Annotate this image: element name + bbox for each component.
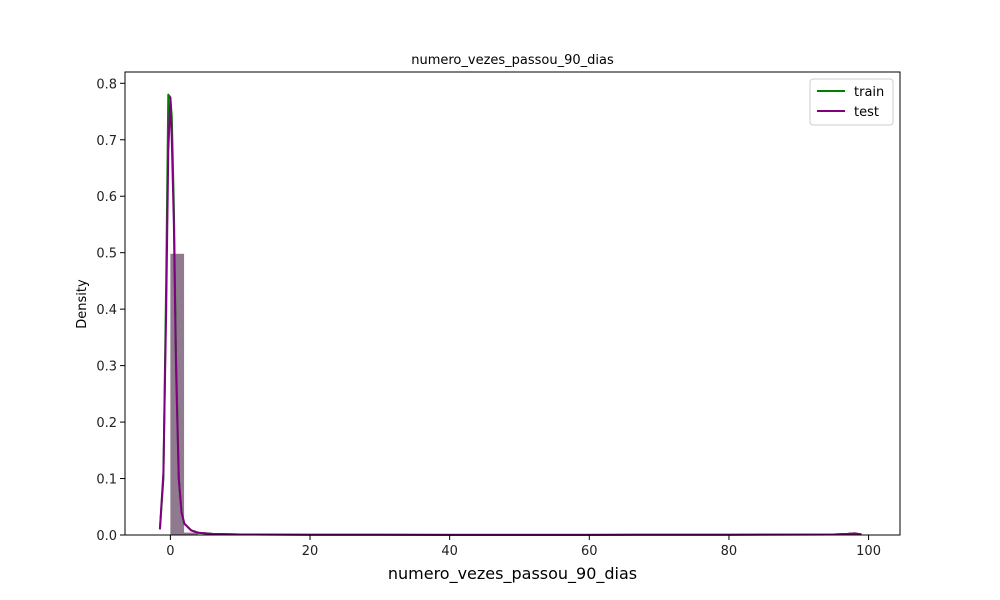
y-tick-label-8: 0.8	[96, 77, 117, 92]
hist-bar-test-1	[184, 532, 198, 535]
y-tick-label-5: 0.5	[96, 247, 117, 262]
chart-title: numero_vezes_passou_90_dias	[411, 53, 614, 68]
y-tick-label-0: 0.0	[96, 529, 117, 544]
x-axis: 0 20 40 60 80 100	[166, 535, 881, 559]
y-tick-label-6: 0.6	[96, 190, 117, 205]
x-tick-label-5: 100	[856, 544, 881, 559]
legend: train test	[809, 78, 894, 126]
y-tick-label-4: 0.4	[96, 303, 117, 318]
y-tick-label-2: 0.2	[96, 416, 117, 431]
legend-label-test: test	[854, 105, 879, 120]
hist-bar-train-1	[184, 532, 198, 535]
x-tick-label-4: 80	[721, 544, 738, 559]
x-tick-label-2: 40	[441, 544, 458, 559]
x-axis-label: numero_vezes_passou_90_dias	[388, 564, 637, 584]
y-axis-label: Density	[75, 279, 90, 329]
x-tick-label-3: 60	[581, 544, 598, 559]
x-tick-label-0: 0	[166, 544, 174, 559]
y-tick-label-7: 0.7	[96, 134, 117, 149]
y-tick-label-3: 0.3	[96, 360, 117, 375]
plot-frame	[124, 71, 901, 536]
x-tick-label-1: 20	[302, 544, 319, 559]
legend-label-train: train	[854, 85, 884, 100]
y-axis: 0.0 0.1 0.2 0.3 0.4 0.5 0.6 0.7 0.8	[96, 77, 125, 544]
y-tick-label-1: 0.1	[96, 473, 117, 488]
